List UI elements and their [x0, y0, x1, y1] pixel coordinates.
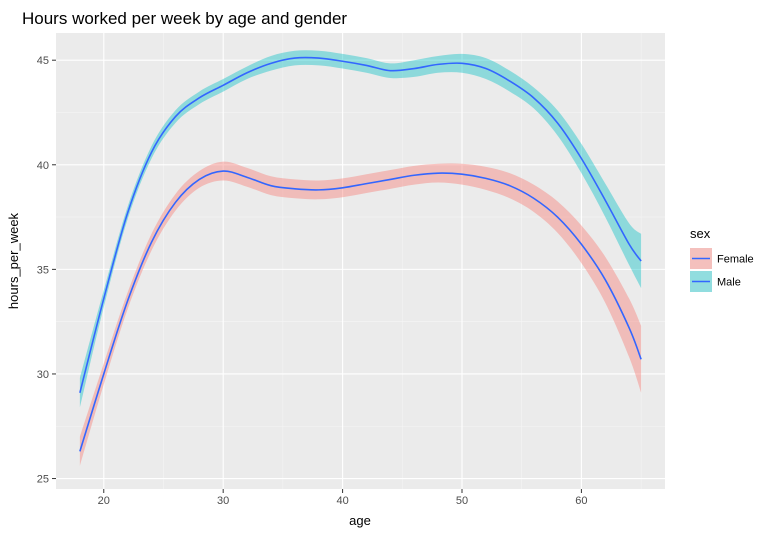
- y-tick-label: 30: [37, 369, 49, 381]
- x-tick-label: 50: [456, 495, 468, 507]
- y-tick-label: 25: [37, 474, 49, 486]
- x-axis-title: age: [349, 513, 371, 528]
- legend-label-female: Female: [717, 254, 754, 266]
- line-male: [79, 56, 642, 393]
- x-axis: 20 30 40 50 60: [98, 489, 588, 507]
- legend-label-male: Male: [717, 277, 741, 289]
- y-axis: 25 30 35 40 45: [37, 55, 56, 486]
- grid-major: [56, 33, 665, 489]
- y-tick-label: 45: [37, 55, 49, 67]
- legend-title: sex: [690, 226, 711, 241]
- x-tick-label: 60: [575, 495, 587, 507]
- x-tick-label: 20: [98, 495, 110, 507]
- chart-title: Hours worked per week by age and gender: [22, 9, 347, 28]
- x-tick-label: 30: [217, 495, 229, 507]
- y-axis-title: hours_per_week: [6, 212, 21, 309]
- series-lines: [79, 56, 642, 452]
- y-tick-label: 40: [37, 160, 49, 172]
- line-female: [79, 170, 642, 452]
- plot-panel: [56, 33, 665, 489]
- x-tick-label: 40: [336, 495, 348, 507]
- y-tick-label: 35: [37, 264, 49, 276]
- legend: sex Female Male: [690, 226, 754, 292]
